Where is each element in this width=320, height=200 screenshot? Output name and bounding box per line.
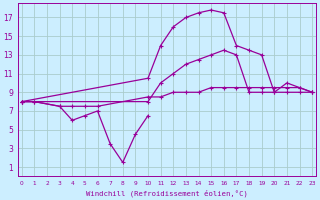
X-axis label: Windchill (Refroidissement éolien,°C): Windchill (Refroidissement éolien,°C) (86, 189, 248, 197)
